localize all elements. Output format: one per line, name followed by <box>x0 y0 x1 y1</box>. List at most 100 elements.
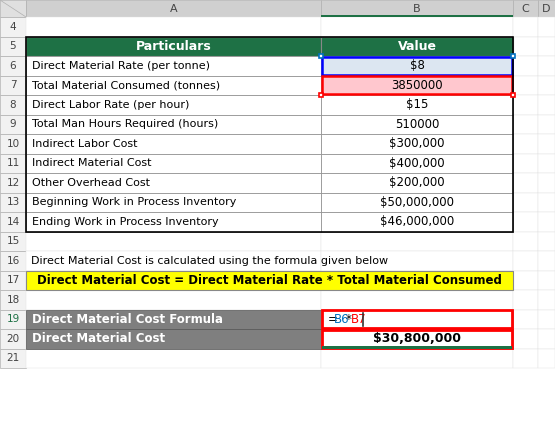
Bar <box>321 153 513 173</box>
Bar <box>26 75 321 95</box>
Bar <box>26 0 321 17</box>
Text: $8: $8 <box>410 59 425 72</box>
Bar <box>513 193 538 212</box>
Bar <box>26 271 321 290</box>
Bar <box>513 75 538 95</box>
Bar <box>26 212 321 231</box>
Text: 13: 13 <box>6 197 19 207</box>
Bar <box>321 173 513 193</box>
Bar <box>321 271 513 290</box>
Bar <box>319 93 323 97</box>
Bar <box>321 17 513 37</box>
Text: Total Man Hours Required (hours): Total Man Hours Required (hours) <box>32 119 218 129</box>
Bar <box>321 212 513 231</box>
Text: =: = <box>328 313 338 326</box>
Bar <box>26 75 321 95</box>
Bar <box>321 134 513 153</box>
Text: 16: 16 <box>6 256 19 266</box>
Bar <box>538 37 555 56</box>
Bar <box>513 310 538 329</box>
Bar <box>26 348 321 368</box>
Bar <box>538 231 555 251</box>
Text: Other Overhead Cost: Other Overhead Cost <box>32 178 150 188</box>
Text: 8: 8 <box>9 100 16 110</box>
Text: $50,000,000: $50,000,000 <box>380 196 454 209</box>
Bar <box>321 212 513 231</box>
Bar <box>538 212 555 231</box>
Text: Direct Material Cost: Direct Material Cost <box>32 332 165 345</box>
Text: Direct Material Cost is calculated using the formula given below: Direct Material Cost is calculated using… <box>31 256 388 266</box>
Text: Total Material Consumed (tonnes): Total Material Consumed (tonnes) <box>32 80 220 90</box>
Text: 12: 12 <box>6 178 19 188</box>
Bar <box>513 271 538 290</box>
Bar <box>321 251 513 271</box>
Text: 15: 15 <box>6 236 19 246</box>
Bar <box>513 115 538 134</box>
Text: 9: 9 <box>9 119 16 129</box>
Text: Indirect Material Cost: Indirect Material Cost <box>32 158 152 168</box>
Bar <box>26 290 321 310</box>
Bar <box>26 153 321 173</box>
Text: A: A <box>170 4 177 13</box>
Text: 21: 21 <box>6 353 19 363</box>
Text: 6: 6 <box>9 61 16 71</box>
Bar <box>26 231 321 251</box>
Bar <box>513 134 538 153</box>
Bar <box>538 310 555 329</box>
Bar <box>321 310 513 329</box>
Bar <box>26 329 321 348</box>
Bar <box>321 95 513 115</box>
Bar <box>321 329 513 348</box>
Bar <box>26 310 321 329</box>
Bar <box>26 212 321 231</box>
Bar <box>321 95 513 115</box>
Bar <box>538 153 555 173</box>
Bar <box>26 271 513 290</box>
Bar <box>26 134 321 153</box>
Bar <box>538 115 555 134</box>
Bar <box>513 173 538 193</box>
Bar <box>0 310 26 329</box>
Text: 20: 20 <box>7 334 19 344</box>
Bar <box>0 95 26 115</box>
Bar <box>321 37 513 56</box>
Text: $400,000: $400,000 <box>389 157 445 170</box>
Text: 19: 19 <box>6 314 19 324</box>
Bar <box>321 173 513 193</box>
Bar <box>26 329 321 348</box>
Bar <box>513 290 538 310</box>
Bar <box>321 329 513 348</box>
Bar <box>538 56 555 75</box>
Bar <box>321 115 513 134</box>
Bar <box>538 75 555 95</box>
Bar <box>26 173 321 193</box>
Bar <box>511 93 515 97</box>
Text: Direct Material Cost = Direct Material Rate * Total Material Consumed: Direct Material Cost = Direct Material R… <box>37 274 502 287</box>
Text: 10: 10 <box>7 139 19 149</box>
Bar <box>538 193 555 212</box>
Bar <box>513 251 538 271</box>
Bar <box>26 115 321 134</box>
Text: Value: Value <box>397 40 436 53</box>
Bar <box>322 330 512 348</box>
Text: 3850000: 3850000 <box>391 79 443 92</box>
Text: B: B <box>413 4 421 13</box>
Bar <box>0 153 26 173</box>
Bar <box>321 193 513 212</box>
Bar <box>321 193 513 212</box>
Bar <box>26 37 321 56</box>
Text: 17: 17 <box>6 275 19 285</box>
Text: 18: 18 <box>6 295 19 305</box>
Bar <box>26 37 321 56</box>
Bar <box>0 37 26 56</box>
Bar <box>26 310 321 329</box>
Bar <box>321 115 513 134</box>
Bar <box>321 37 513 56</box>
Bar <box>513 17 538 37</box>
Bar <box>322 346 512 348</box>
Bar <box>538 329 555 348</box>
Text: Ending Work in Process Inventory: Ending Work in Process Inventory <box>32 217 219 227</box>
Bar <box>0 173 26 193</box>
Bar <box>0 329 26 348</box>
Text: $30,800,000: $30,800,000 <box>373 332 461 345</box>
